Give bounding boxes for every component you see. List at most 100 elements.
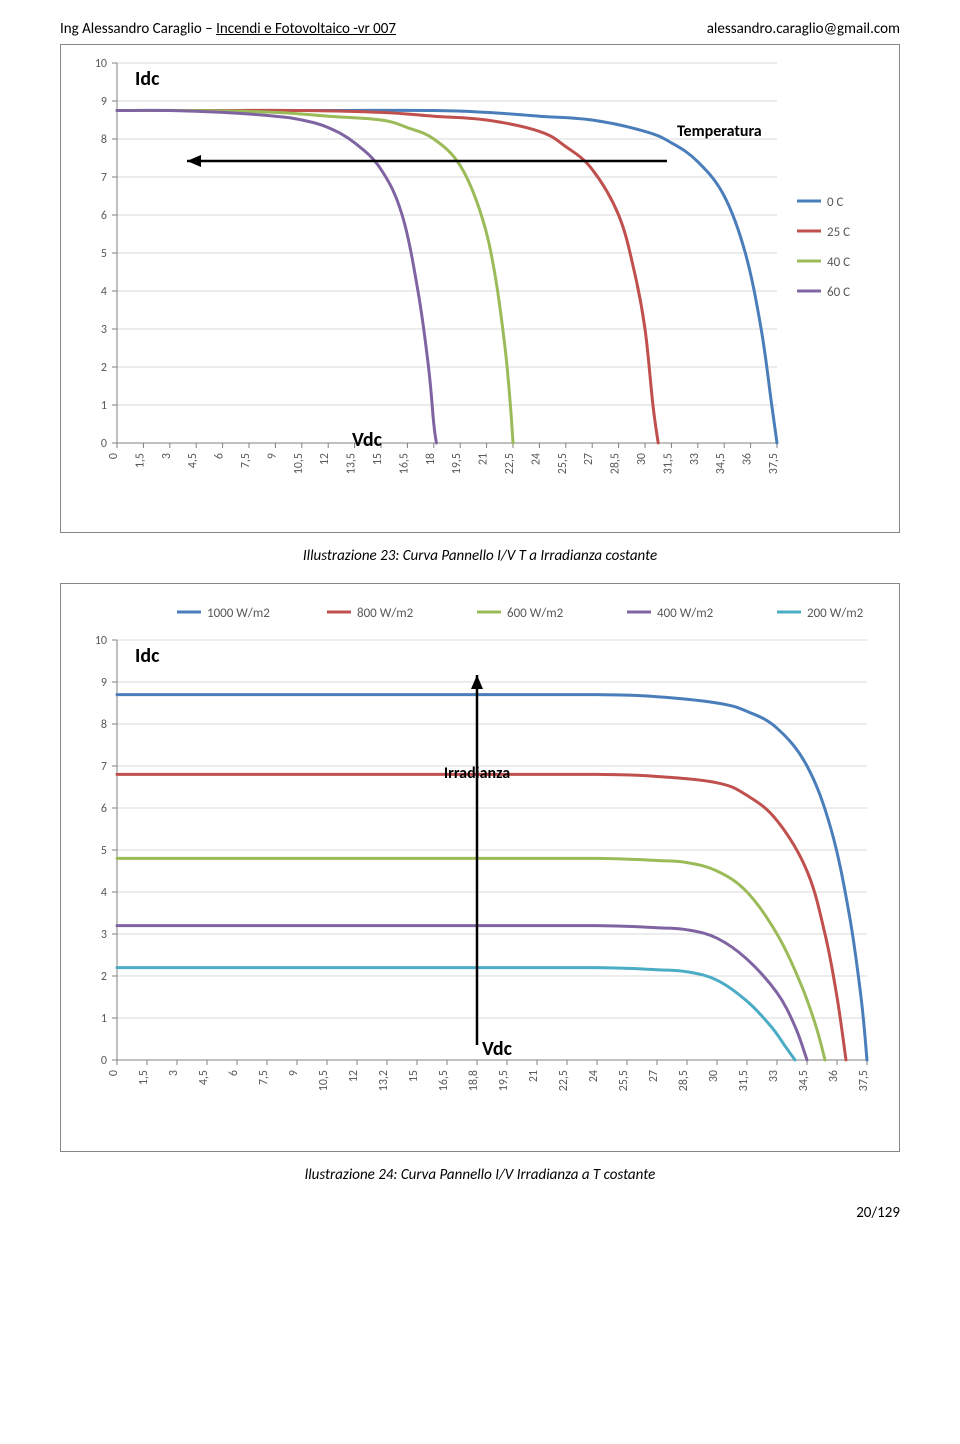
- svg-text:25,5: 25,5: [617, 1070, 631, 1091]
- svg-text:27: 27: [582, 453, 596, 465]
- chart-2: 01234567891001,534,567,5910,51213,21516,…: [67, 590, 883, 1140]
- svg-text:3: 3: [160, 453, 174, 459]
- svg-text:6: 6: [101, 209, 107, 223]
- svg-text:Vdc: Vdc: [352, 428, 383, 452]
- svg-text:24: 24: [587, 1070, 601, 1082]
- svg-text:13,5: 13,5: [345, 453, 359, 474]
- svg-text:4: 4: [101, 886, 107, 900]
- svg-text:1000 W/m2: 1000 W/m2: [207, 606, 270, 621]
- svg-text:31,5: 31,5: [737, 1070, 751, 1091]
- header-email: alessandro.caraglio@gmail.com: [707, 20, 900, 38]
- svg-text:4,5: 4,5: [186, 453, 200, 468]
- svg-text:10,5: 10,5: [317, 1070, 331, 1091]
- svg-text:6: 6: [213, 453, 227, 459]
- svg-text:24: 24: [529, 453, 543, 465]
- svg-text:1: 1: [101, 1012, 107, 1026]
- svg-text:Idc: Idc: [135, 644, 160, 668]
- svg-text:7,5: 7,5: [257, 1070, 271, 1085]
- svg-text:22,5: 22,5: [557, 1070, 571, 1091]
- svg-text:9: 9: [101, 95, 107, 109]
- svg-text:33: 33: [767, 1070, 781, 1082]
- svg-text:30: 30: [707, 1070, 721, 1082]
- chart-1-frame: 01234567891001,534,567,5910,51213,51516,…: [60, 44, 900, 533]
- svg-text:40 C: 40 C: [827, 255, 850, 270]
- svg-text:2: 2: [101, 361, 107, 375]
- svg-text:34,5: 34,5: [714, 453, 728, 474]
- svg-text:25,5: 25,5: [556, 453, 570, 474]
- svg-text:8: 8: [101, 133, 107, 147]
- header-title: Incendi e Fotovoltaico -vr 007: [216, 20, 396, 38]
- svg-text:31,5: 31,5: [661, 453, 675, 474]
- svg-text:6: 6: [227, 1070, 241, 1076]
- svg-text:800 W/m2: 800 W/m2: [357, 606, 414, 621]
- svg-text:10: 10: [95, 57, 107, 71]
- svg-text:12: 12: [318, 453, 332, 465]
- svg-text:2: 2: [101, 970, 107, 984]
- svg-text:15: 15: [371, 453, 385, 465]
- svg-text:1: 1: [101, 399, 107, 413]
- page-footer: 20/129: [60, 1204, 900, 1222]
- svg-text:Idc: Idc: [135, 67, 160, 91]
- svg-text:1,5: 1,5: [133, 453, 147, 468]
- svg-text:4,5: 4,5: [197, 1070, 211, 1085]
- svg-text:0 C: 0 C: [827, 195, 844, 210]
- svg-text:25 C: 25 C: [827, 225, 850, 240]
- svg-text:28,5: 28,5: [609, 453, 623, 474]
- svg-text:7: 7: [101, 171, 107, 185]
- svg-text:3: 3: [167, 1070, 181, 1076]
- svg-text:0: 0: [101, 1054, 107, 1068]
- svg-text:13,2: 13,2: [377, 1070, 391, 1091]
- svg-text:600 W/m2: 600 W/m2: [507, 606, 564, 621]
- caption-2: llustrazione 24: Curva Pannello I/V Irra…: [60, 1166, 900, 1184]
- svg-text:1,5: 1,5: [137, 1070, 151, 1085]
- svg-text:19,5: 19,5: [450, 453, 464, 474]
- chart-1: 01234567891001,534,567,5910,51213,51516,…: [67, 51, 883, 521]
- svg-text:5: 5: [101, 247, 107, 261]
- svg-text:37,5: 37,5: [857, 1070, 871, 1091]
- svg-text:8: 8: [101, 718, 107, 732]
- svg-text:10: 10: [95, 634, 107, 648]
- svg-text:10,5: 10,5: [292, 453, 306, 474]
- svg-text:19,5: 19,5: [497, 1070, 511, 1091]
- caption-1: Illustrazione 23: Curva Pannello I/V T a…: [60, 547, 900, 565]
- svg-text:Vdc: Vdc: [482, 1037, 513, 1061]
- svg-text:22,5: 22,5: [503, 453, 517, 474]
- svg-text:0: 0: [107, 1070, 121, 1076]
- svg-text:21: 21: [527, 1070, 541, 1082]
- svg-text:27: 27: [647, 1070, 661, 1082]
- svg-text:9: 9: [265, 453, 279, 459]
- svg-text:30: 30: [635, 453, 649, 465]
- svg-text:28,5: 28,5: [677, 1070, 691, 1091]
- header-left: Ing Alessandro Caraglio – Incendi e Foto…: [60, 20, 396, 38]
- page-header: Ing Alessandro Caraglio – Incendi e Foto…: [60, 20, 900, 38]
- svg-text:7,5: 7,5: [239, 453, 253, 468]
- svg-text:5: 5: [101, 844, 107, 858]
- svg-text:400 W/m2: 400 W/m2: [657, 606, 714, 621]
- svg-text:15: 15: [407, 1070, 421, 1082]
- svg-text:3: 3: [101, 928, 107, 942]
- svg-text:6: 6: [101, 802, 107, 816]
- svg-text:60 C: 60 C: [827, 285, 850, 300]
- svg-text:7: 7: [101, 760, 107, 774]
- svg-text:16,5: 16,5: [437, 1070, 451, 1091]
- svg-text:3: 3: [101, 323, 107, 337]
- svg-text:33: 33: [688, 453, 702, 465]
- svg-text:200 W/m2: 200 W/m2: [807, 606, 864, 621]
- chart-2-frame: 01234567891001,534,567,5910,51213,21516,…: [60, 583, 900, 1152]
- svg-text:0: 0: [107, 453, 121, 459]
- svg-text:Temperatura: Temperatura: [677, 122, 762, 141]
- svg-text:0: 0: [101, 437, 107, 451]
- svg-text:4: 4: [101, 285, 107, 299]
- svg-text:16,5: 16,5: [397, 453, 411, 474]
- svg-text:36: 36: [741, 453, 755, 465]
- svg-text:9: 9: [287, 1070, 301, 1076]
- svg-text:37,5: 37,5: [767, 453, 781, 474]
- svg-text:9: 9: [101, 676, 107, 690]
- svg-text:18,8: 18,8: [467, 1070, 481, 1091]
- svg-text:36: 36: [827, 1070, 841, 1082]
- svg-text:34,5: 34,5: [797, 1070, 811, 1091]
- svg-text:18: 18: [424, 453, 438, 465]
- svg-text:12: 12: [347, 1070, 361, 1082]
- svg-text:21: 21: [477, 453, 491, 465]
- header-author: Ing Alessandro Caraglio –: [60, 20, 216, 38]
